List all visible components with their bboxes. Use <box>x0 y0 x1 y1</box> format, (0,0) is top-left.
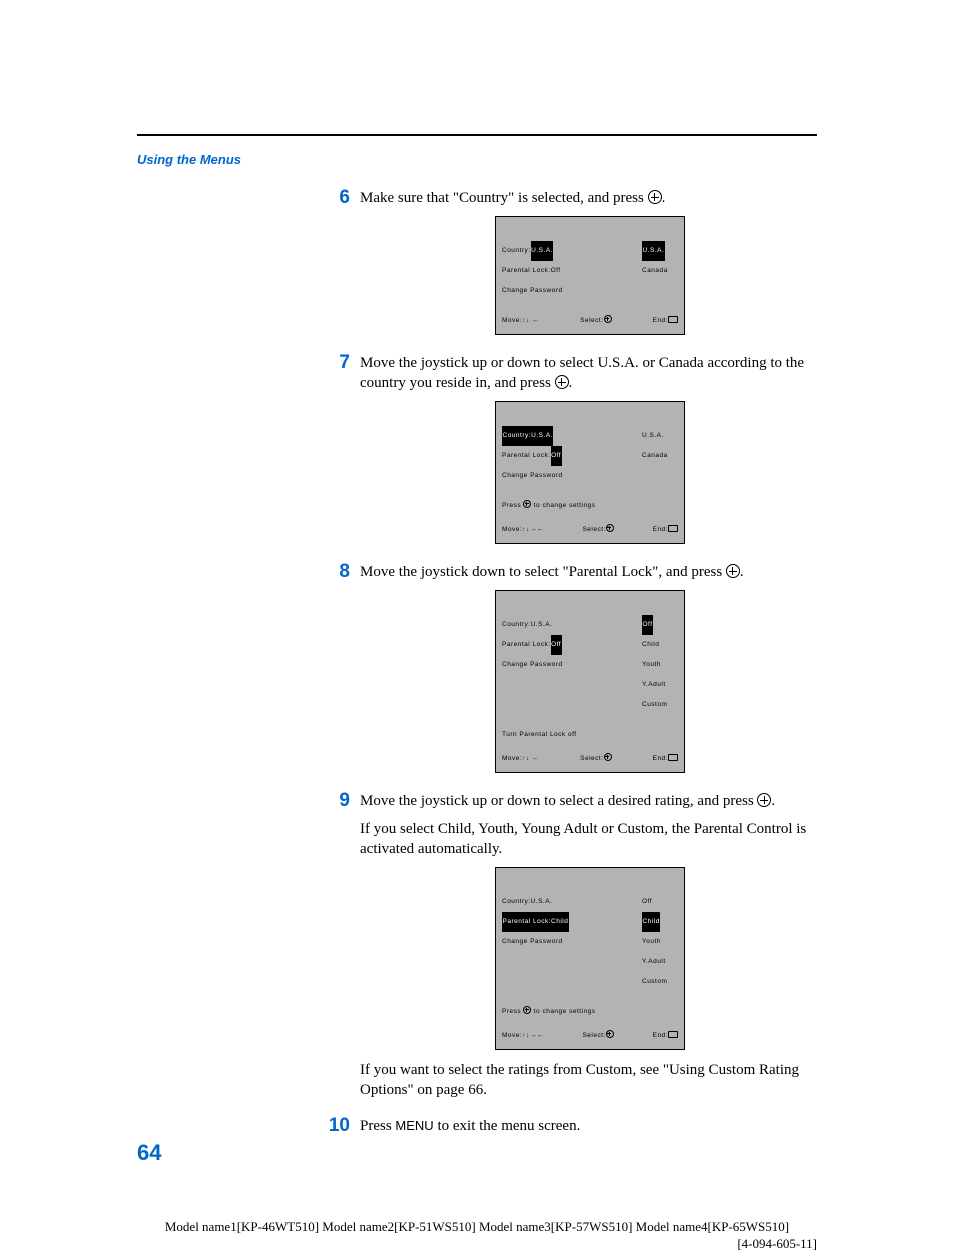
footer-line: [4-094-605-11] <box>0 1235 954 1252</box>
step-8: 8 Move the joystick down to select "Pare… <box>330 562 820 783</box>
menu-button-label: MENU <box>395 1118 433 1133</box>
tv-right-column: Off Child Youth Y.Adult Custom <box>642 615 678 715</box>
step-text: Press MENU to exit the menu screen. <box>360 1116 820 1144</box>
tv-menu-screenshot: Country:U.S.A. Parental Lock:Off Change … <box>495 216 685 335</box>
tv-right-column: U.S.A. Canada <box>642 426 678 486</box>
joystick-press-icon <box>648 190 662 204</box>
tv-right-column: Off Child Youth Y.Adult Custom <box>642 892 678 992</box>
instruction-text: Press <box>360 1118 395 1134</box>
manual-page: Using the Menus 6 Make sure that "Countr… <box>0 0 954 1235</box>
joystick-press-icon <box>726 564 740 578</box>
tv-footer: Move:↑↓→← Select: End: <box>496 1022 684 1049</box>
step-text: Move the joystick up or down to select U… <box>360 353 820 554</box>
tv-footer: Move:↑↓→← Select: End: <box>496 516 684 543</box>
instruction-text: Make sure that "Country" is selected, an… <box>360 190 648 206</box>
step-number: 9 <box>330 791 350 811</box>
instruction-text: Move the joystick up or down to select U… <box>360 355 804 391</box>
step-7: 7 Move the joystick up or down to select… <box>330 353 820 554</box>
step-paragraph: If you select Child, Youth, Young Adult … <box>360 819 820 859</box>
tv-footer: Move:↑↓ ← Select: End: <box>496 745 684 772</box>
tv-menu-screenshot: Country:U.S.A. Parental Lock:Child Chang… <box>495 867 685 1050</box>
tv-footer: Move:↑↓ ← Select: End: <box>496 307 684 334</box>
footer-model-info: Model name1[KP-46WT510] Model name2[KP-5… <box>0 1218 954 1252</box>
tv-left-column: Country:U.S.A. Parental Lock:Off Change … <box>502 426 642 486</box>
tv-left-column: Country:U.S.A. Parental Lock:Child Chang… <box>502 892 642 992</box>
step-6: 6 Make sure that "Country" is selected, … <box>330 188 820 345</box>
instruction-text: Move the joystick up or down to select a… <box>360 793 757 809</box>
instruction-text: to exit the menu screen. <box>434 1118 581 1134</box>
instruction-text: Move the joystick down to select "Parent… <box>360 564 726 580</box>
step-number: 6 <box>330 188 350 208</box>
step-text: Make sure that "Country" is selected, an… <box>360 188 820 345</box>
joystick-press-icon <box>757 793 771 807</box>
tv-left-column: Country:U.S.A. Parental Lock:Off Change … <box>502 241 642 301</box>
step-10: 10 Press MENU to exit the menu screen. <box>330 1116 820 1144</box>
step-9: 9 Move the joystick up or down to select… <box>330 791 820 1108</box>
tv-hint: Press to change settings <box>496 998 684 1022</box>
footer-line: Model name1[KP-46WT510] Model name2[KP-5… <box>0 1218 954 1235</box>
tv-right-column: U.S.A. Canada <box>642 241 678 301</box>
header-rule <box>137 134 817 136</box>
joystick-press-icon <box>555 375 569 389</box>
step-text: Move the joystick up or down to select a… <box>360 791 820 1108</box>
tv-menu-screenshot: Country:U.S.A. Parental Lock:Off Change … <box>495 590 685 773</box>
step-text: Move the joystick down to select "Parent… <box>360 562 820 783</box>
step-number: 7 <box>330 353 350 373</box>
tv-hint: Press to change settings <box>496 492 684 516</box>
tv-left-column: Country:U.S.A. Parental Lock:Off Change … <box>502 615 642 715</box>
page-number: 64 <box>137 1140 161 1166</box>
step-number: 8 <box>330 562 350 582</box>
steps-list: 6 Make sure that "Country" is selected, … <box>330 188 820 1152</box>
step-number: 10 <box>320 1116 350 1136</box>
tv-menu-screenshot: Country:U.S.A. Parental Lock:Off Change … <box>495 401 685 544</box>
tv-hint: Turn Parental Lock off <box>496 721 684 745</box>
section-title: Using the Menus <box>137 152 241 167</box>
step-paragraph: If you want to select the ratings from C… <box>360 1060 820 1100</box>
